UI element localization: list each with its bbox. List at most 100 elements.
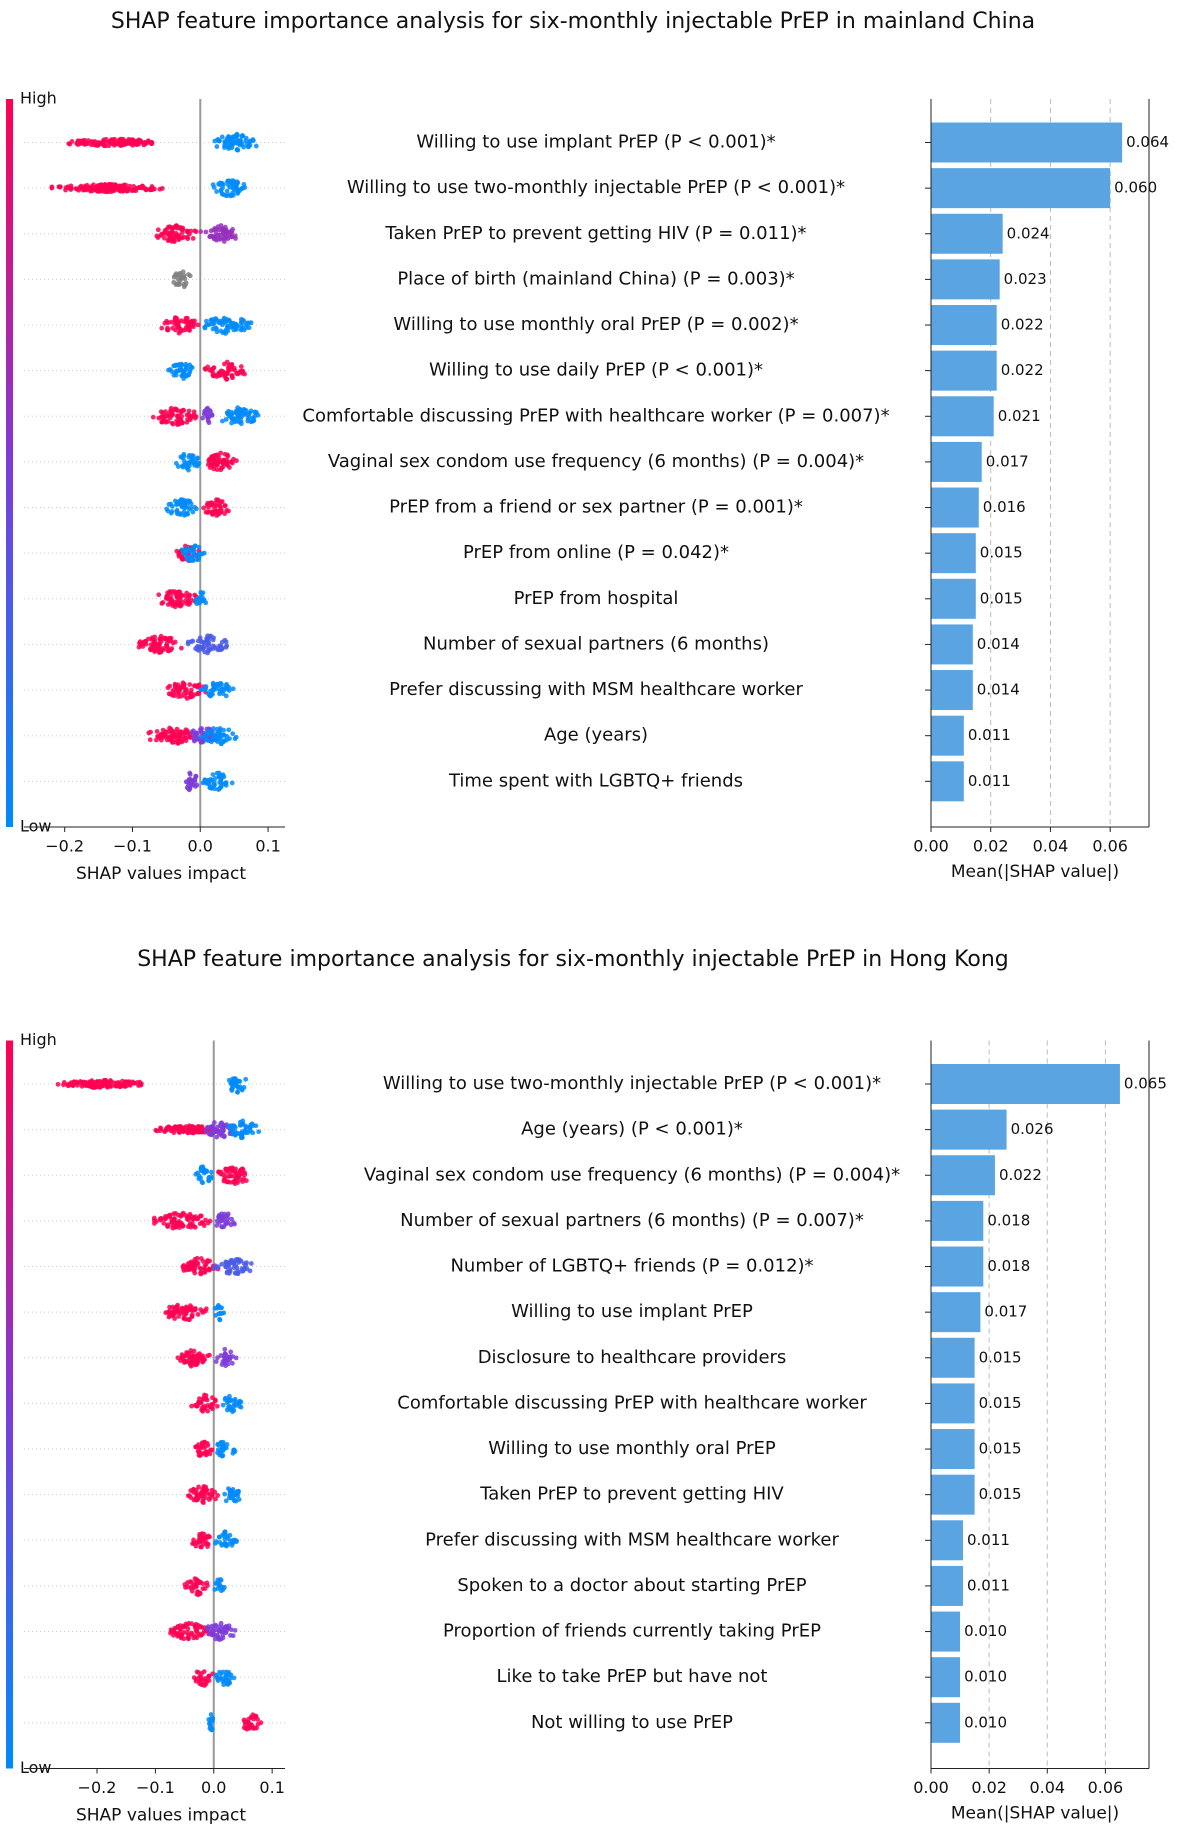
swarm-dot bbox=[230, 1127, 236, 1133]
swarm-dot bbox=[188, 1224, 194, 1230]
swarm-dot bbox=[231, 1491, 237, 1496]
swarm-dot bbox=[201, 411, 207, 417]
swarm-dot bbox=[184, 419, 190, 425]
swarm-dot bbox=[190, 1358, 196, 1363]
feature-label: Number of LGBTQ+ friends (P = 0.012)* bbox=[450, 1256, 813, 1277]
x-axis-label: Mean(|SHAP value|) bbox=[951, 1804, 1119, 1824]
swarm-dot bbox=[200, 1259, 206, 1264]
swarm-dot bbox=[177, 281, 183, 287]
swarm-dot bbox=[198, 1164, 204, 1170]
swarm-dot bbox=[243, 1124, 249, 1130]
feature-label: Comfortable discussing PrEP with healthc… bbox=[397, 1392, 867, 1413]
swarm-dot bbox=[179, 1212, 185, 1217]
swarm-dot bbox=[207, 1352, 212, 1358]
swarm-dot bbox=[158, 233, 164, 238]
swarm-dot bbox=[222, 1133, 227, 1139]
value-label: 0.010 bbox=[964, 1622, 1007, 1640]
swarm-dot bbox=[180, 373, 185, 378]
swarm-dot bbox=[161, 732, 167, 738]
swarm-dot bbox=[165, 1223, 170, 1229]
swarm-dot bbox=[76, 187, 82, 193]
swarm-dot bbox=[96, 140, 102, 146]
feature-label: Willing to use daily PrEP (P < 0.001)* bbox=[429, 360, 763, 381]
swarm-dot bbox=[182, 499, 188, 505]
swarm-dot bbox=[219, 465, 224, 471]
chart-title: SHAP feature importance analysis for six… bbox=[137, 947, 1009, 972]
feature-label: Like to take PrEP but have not bbox=[497, 1666, 768, 1687]
swarm-dot bbox=[191, 1216, 197, 1222]
swarm-dot bbox=[174, 368, 179, 374]
swarm-dot bbox=[156, 592, 162, 598]
swarm-dot bbox=[155, 647, 161, 652]
swarm-dot bbox=[193, 460, 198, 465]
swarm-dot bbox=[238, 1171, 244, 1177]
swarm-dot bbox=[195, 1123, 201, 1129]
swarm-dot bbox=[184, 1350, 189, 1355]
swarm-dot bbox=[193, 1444, 199, 1450]
swarm-dot bbox=[75, 138, 81, 144]
swarm-dot bbox=[200, 1180, 205, 1186]
swarm-dot bbox=[178, 409, 184, 415]
swarm-dot bbox=[183, 511, 189, 517]
swarm-dot bbox=[245, 416, 251, 421]
swarm-dot bbox=[235, 1268, 241, 1274]
swarm-dot bbox=[148, 141, 154, 147]
swarm-dot bbox=[203, 736, 209, 742]
feature-label: Number of sexual partners (6 months) (P … bbox=[400, 1210, 864, 1231]
swarm-dot bbox=[179, 413, 185, 419]
swarm-dot bbox=[185, 1635, 191, 1640]
x-tick-label: 0.1 bbox=[259, 1778, 284, 1797]
swarm-dot bbox=[55, 1081, 61, 1087]
swarm-dot bbox=[219, 134, 225, 140]
swarm-dot bbox=[208, 1712, 214, 1717]
swarm-dot bbox=[223, 316, 229, 322]
swarm-dot bbox=[195, 1497, 200, 1503]
swarm-dot bbox=[153, 737, 159, 743]
swarm-dot bbox=[158, 1125, 163, 1131]
swarm-dot bbox=[175, 1212, 181, 1218]
swarm-dot bbox=[181, 733, 187, 739]
swarm-dot bbox=[226, 684, 232, 690]
bar bbox=[931, 1109, 1007, 1150]
swarm-dot bbox=[223, 1672, 229, 1678]
swarm-dot bbox=[218, 780, 224, 786]
swarm-dot bbox=[188, 693, 193, 699]
swarm-dot bbox=[224, 1624, 230, 1630]
swarm-dot bbox=[214, 462, 220, 468]
swarm-dot bbox=[230, 190, 236, 196]
swarm-dot bbox=[208, 1403, 214, 1409]
swarm-dot bbox=[209, 1132, 215, 1138]
swarm-dot bbox=[81, 187, 87, 193]
swarm-dot bbox=[220, 1172, 226, 1178]
swarm-dot bbox=[203, 684, 209, 689]
swarm-dot bbox=[129, 139, 135, 145]
swarm-dot bbox=[234, 185, 240, 191]
swarm-dot bbox=[185, 1261, 191, 1267]
swarm-dot bbox=[223, 331, 229, 336]
swarm-dot bbox=[241, 327, 247, 333]
value-label: 0.015 bbox=[980, 589, 1023, 607]
swarm-dot bbox=[175, 419, 181, 425]
swarm-dot bbox=[246, 144, 251, 149]
swarm-dot bbox=[204, 1487, 210, 1493]
bar bbox=[931, 1155, 995, 1196]
swarm-dot bbox=[162, 230, 168, 236]
swarm-dot bbox=[205, 1408, 211, 1414]
swarm-dot bbox=[189, 413, 195, 419]
swarm-dot bbox=[160, 410, 166, 416]
swarm-dot bbox=[229, 1082, 235, 1087]
swarm-dot bbox=[197, 1579, 203, 1585]
swarm-dot bbox=[231, 417, 237, 422]
swarm-dot bbox=[211, 227, 216, 233]
feature-label: Prefer discussing with MSM healthcare wo… bbox=[389, 679, 803, 700]
swarm-dot bbox=[206, 1176, 212, 1181]
swarm-dot bbox=[194, 644, 200, 650]
colorbar-high-label: High bbox=[20, 89, 57, 108]
swarm-dot bbox=[230, 1354, 236, 1359]
swarm-dot bbox=[148, 642, 154, 647]
swarm-dot bbox=[192, 543, 198, 549]
swarm-dot bbox=[192, 737, 198, 743]
swarm-dot bbox=[203, 732, 209, 738]
bar bbox=[931, 1200, 984, 1241]
swarm-dot bbox=[229, 362, 235, 367]
